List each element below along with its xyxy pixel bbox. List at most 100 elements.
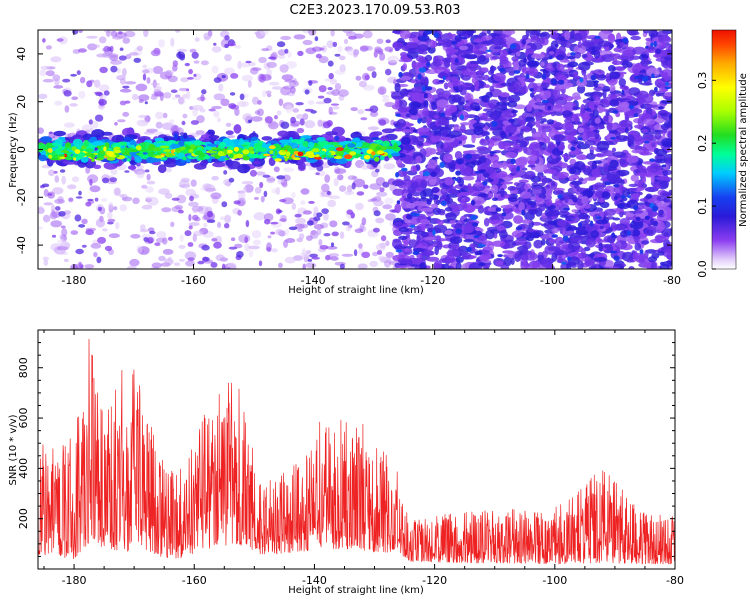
spectrogram-cell: [363, 84, 375, 91]
spectrogram-cell: [485, 229, 495, 240]
spectrogram-cell: [654, 86, 658, 93]
spectrogram-cell: [546, 119, 555, 125]
spectrogram-cell: [223, 170, 228, 175]
spectrogram-cell: [593, 257, 608, 262]
spectrogram-cell: [143, 30, 149, 38]
spectrogram-cell: [75, 196, 83, 199]
spectrogram-cell: [405, 113, 411, 118]
spectrogram-cell: [654, 132, 662, 140]
spectrogram-cell: [227, 262, 237, 269]
spectrogram-cell: [219, 141, 227, 149]
spectrogram-cell: [557, 74, 567, 82]
spectrogram-cell: [493, 72, 506, 82]
spectrogram-cell: [297, 50, 304, 57]
spectrogram-cell: [425, 62, 431, 67]
spectrogram-cell: [197, 260, 205, 265]
spectrogram-cell: [118, 31, 123, 35]
spectrogram-cell: [504, 151, 518, 158]
spectrogram-cell: [326, 190, 331, 196]
spectrogram-cell: [299, 118, 305, 126]
spectrogram-cell: [645, 49, 658, 53]
spectrogram-cell: [395, 113, 401, 117]
spectrogram-cell: [667, 130, 672, 140]
spectrogram-cell: [196, 115, 205, 124]
spectrogram-cell: [618, 119, 633, 128]
spectrogram-cell: [302, 39, 313, 46]
spectrogram-cell: [381, 95, 390, 99]
spectrogram-cell: [424, 236, 438, 241]
spectrogram-cell: [615, 135, 629, 141]
spectrogram-cell: [420, 50, 428, 55]
spectrogram-cell: [543, 169, 558, 174]
spectrogram-cell: [122, 111, 130, 117]
spectrogram-cell: [188, 214, 192, 222]
spectrogram-cell: [327, 199, 337, 208]
spectrogram-cell: [601, 191, 611, 200]
spectrogram-cell: [431, 156, 439, 160]
spectrogram-cell: [490, 184, 499, 194]
spectrogram-cell: [572, 106, 578, 111]
spectrogram-cell: [96, 256, 102, 264]
spectrogram-cell: [248, 245, 260, 250]
spectrogram-cell: [554, 43, 559, 47]
spectrogram-cell: [394, 221, 403, 226]
spectrogram-cell: [124, 100, 131, 104]
spectrogram-cell: [564, 194, 569, 204]
spectrogram-cell: [71, 96, 79, 100]
spectrogram-cell: [228, 177, 235, 183]
spectrogram-cell: [461, 74, 471, 81]
spectrogram-cell: [377, 255, 386, 261]
spectrogram-cell: [316, 137, 326, 142]
spectrogram-cell: [284, 256, 296, 264]
spectrogram-cell: [481, 67, 489, 72]
spectrogram-cell: [117, 119, 126, 123]
spectrogram-cell: [236, 251, 244, 258]
spectrogram-cell: [570, 146, 576, 152]
spectrogram-cell: [613, 255, 620, 261]
spectrogram-cell: [113, 206, 118, 211]
spectrogram-cell: [351, 182, 356, 190]
spectrogram-cell: [443, 153, 453, 163]
spectrogram-cell: [547, 30, 559, 33]
spectrogram-cell: [444, 207, 453, 212]
spectrogram-cell: [432, 229, 436, 236]
spectrogram-cell: [132, 197, 140, 205]
spectrogram-cell: [48, 169, 55, 177]
spectrogram-cell: [463, 223, 474, 234]
spectrogram-cell: [356, 191, 365, 196]
spectrogram-cell: [394, 203, 402, 214]
spectrogram-cell: [507, 186, 517, 191]
spectrogram-cell: [372, 131, 383, 136]
spectrogram-cell: [644, 215, 650, 220]
spectrogram-cell: [418, 67, 426, 73]
spectrogram-cell: [501, 212, 507, 217]
spectrogram-cell: [604, 208, 616, 216]
spectrogram-cell: [408, 107, 418, 116]
spectrogram-cell: [324, 174, 331, 183]
spectrogram-cell: [349, 151, 357, 156]
spectrogram-cell: [374, 156, 380, 162]
spectrogram-cell: [526, 60, 540, 67]
spectrogram-cell: [64, 105, 70, 113]
spectrogram-cell: [207, 210, 213, 218]
spectrogram-cell: [417, 73, 422, 80]
spectrogram-cell: [136, 119, 149, 127]
spectrogram-cell: [318, 56, 329, 64]
spectrogram-cell: [76, 70, 81, 76]
spectrogram-cell: [403, 239, 409, 247]
spectrogram-cell: [242, 113, 253, 122]
spectrogram-cell: [573, 96, 582, 100]
spectrogram-cell: [610, 222, 617, 230]
spectrogram-cell: [557, 79, 565, 85]
spectrogram-cell: [440, 136, 452, 141]
spectrogram-cell: [146, 128, 158, 133]
spectrogram-cell: [322, 121, 331, 129]
spectrogram-cell: [648, 30, 659, 38]
spectrogram-cell: [258, 56, 267, 64]
spectrogram-cell: [643, 118, 656, 125]
spectrogram-cell: [597, 105, 603, 114]
spectrogram-cell: [577, 127, 585, 134]
spectrogram-cell: [310, 229, 317, 236]
spectrogram-cell: [105, 30, 111, 37]
spectrogram-cell: [448, 130, 462, 138]
